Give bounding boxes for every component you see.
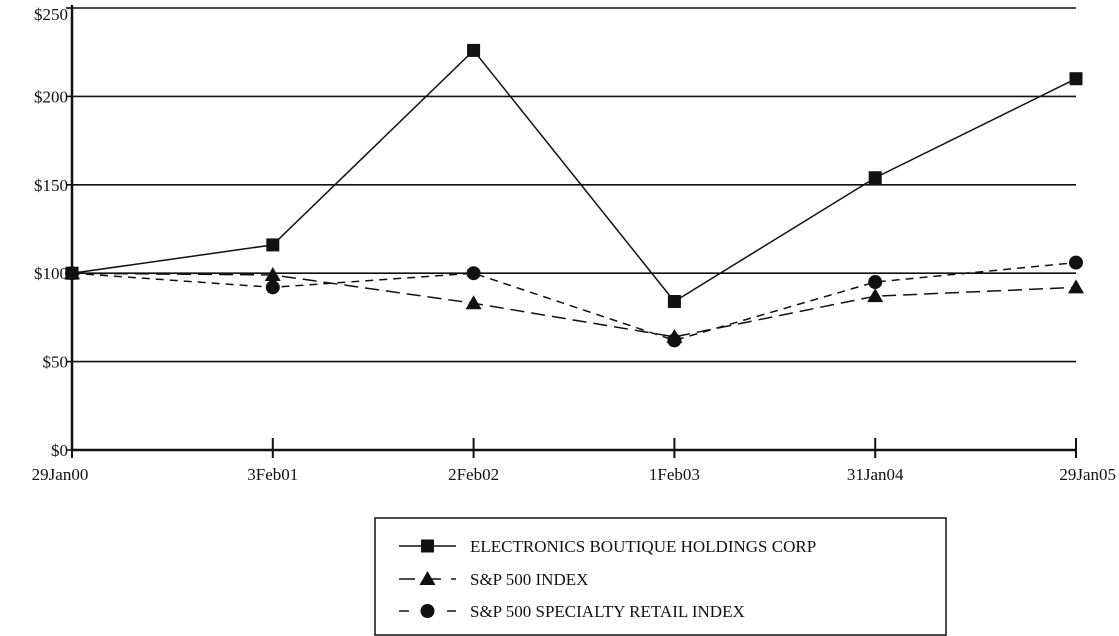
series-triangle [64, 265, 1084, 343]
series-line [71, 49, 1077, 303]
grid-lines [72, 7, 1076, 363]
data-point [1069, 255, 1083, 270]
y-tick-label: $0 [51, 441, 68, 460]
legend-swatch-marker [419, 571, 436, 585]
data-point [667, 333, 682, 348]
legend-box [374, 517, 947, 636]
x-tick-label: 2Feb02 [448, 465, 499, 484]
y-tick-label: $200 [34, 87, 68, 106]
legend-swatch-marker [420, 604, 435, 618]
series-line [71, 272, 1077, 338]
legend-label: S&P 500 INDEX [470, 570, 588, 589]
series-circle [65, 255, 1083, 348]
legend-label: S&P 500 SPECIALTY RETAIL INDEX [470, 602, 745, 621]
y-tick-label: $250 [34, 5, 68, 24]
legend-swatch-marker [421, 539, 434, 553]
y-axis-ticks: $0 $50 $100 $150 $200 $250 [34, 5, 72, 460]
data-point [467, 43, 481, 57]
data-point [667, 294, 681, 308]
x-tick-label: 29Jan00 [32, 465, 89, 484]
data-point [1069, 72, 1083, 86]
y-tick-label: $150 [34, 176, 68, 195]
x-axis-ticks: 29Jan00 3Feb01 2Feb02 1Feb03 31Jan04 29Jan05 [32, 438, 1116, 484]
x-tick-label: 31Jan04 [847, 465, 904, 484]
x-tick-label: 1Feb03 [649, 465, 700, 484]
data-point [466, 266, 481, 281]
x-tick-label: 3Feb01 [247, 465, 298, 484]
data-point [867, 288, 884, 303]
y-tick-label: $50 [43, 353, 69, 372]
legend-label: ELECTRONICS BOUTIQUE HOLDINGS CORP [470, 537, 816, 556]
data-point [465, 295, 482, 310]
data-point [1068, 279, 1084, 294]
axes [70, 5, 1076, 452]
legend: ELECTRONICS BOUTIQUE HOLDINGS CORP S&P 50… [374, 517, 947, 636]
series-layer [64, 43, 1084, 348]
data-point [264, 266, 281, 281]
series-square [65, 43, 1083, 308]
data-point [266, 238, 280, 252]
series-line [71, 261, 1077, 342]
data-point [265, 280, 280, 295]
data-point [65, 266, 79, 281]
x-tick-label: 29Jan05 [1059, 465, 1116, 484]
y-tick-label: $100 [34, 264, 68, 283]
data-point [868, 171, 882, 185]
data-point [868, 275, 883, 290]
